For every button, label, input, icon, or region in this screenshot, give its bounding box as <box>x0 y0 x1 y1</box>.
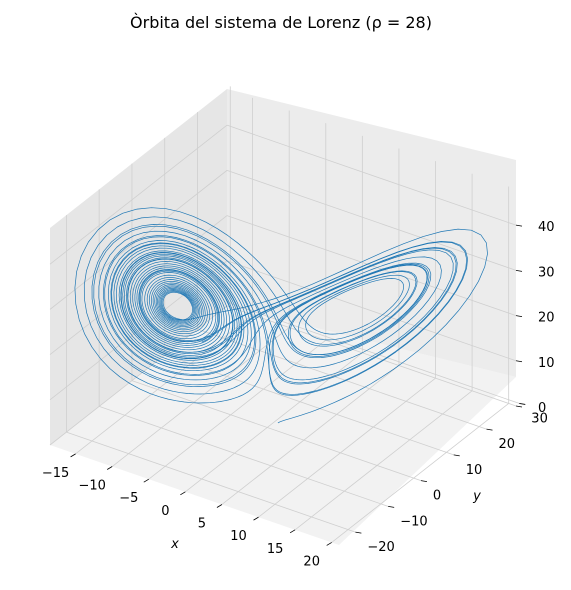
left-gridline-z <box>49 215 228 355</box>
tick-mark <box>515 315 523 317</box>
trajectory-segment <box>91 224 425 387</box>
trajectory-segment <box>157 228 488 424</box>
floor-gridline-y <box>131 380 422 482</box>
floor-gridline-y <box>164 354 454 456</box>
y-axis-label: y <box>472 489 481 504</box>
tick-label: −15 <box>42 466 69 481</box>
tick-label: 20 <box>499 437 516 452</box>
tick-mark <box>253 516 259 521</box>
tick-mark <box>106 466 113 470</box>
tick-label: 10 <box>538 356 555 371</box>
tick-mark <box>326 542 332 546</box>
x-axis-label: x <box>170 537 179 552</box>
tick-mark <box>515 360 523 363</box>
tick-label: 15 <box>267 542 284 557</box>
tick-mark <box>453 454 460 457</box>
floor-gridline-y <box>66 431 356 533</box>
tick-label: 10 <box>230 529 247 544</box>
lorenz-trajectory <box>74 207 488 424</box>
tick-label: 30 <box>538 265 555 280</box>
left-gridline-z <box>49 305 228 446</box>
trajectory-segment <box>102 235 458 385</box>
tick-label: 20 <box>303 555 320 570</box>
tick-mark <box>515 269 523 272</box>
tick-label: 0 <box>161 504 169 519</box>
tick-mark <box>519 403 526 405</box>
back-gridline-z <box>226 169 517 271</box>
chart-title: Òrbita del sistema de Lorenz (ρ = 28) <box>130 13 432 32</box>
tick-label: −5 <box>119 491 138 506</box>
tick-label: 20 <box>538 311 555 326</box>
trajectory-segment <box>146 277 208 335</box>
trajectory-segment <box>124 255 237 356</box>
tick-mark <box>70 453 76 458</box>
tick-label: 0 <box>433 489 441 504</box>
left-gridline-z <box>49 124 228 265</box>
tick-label: −20 <box>367 540 394 555</box>
tick-label: 40 <box>538 220 555 235</box>
trajectory-segment <box>113 220 454 381</box>
trajectory-segment <box>98 230 468 395</box>
tick-mark <box>486 428 493 431</box>
tick-mark <box>289 529 296 534</box>
tick-mark <box>420 480 428 483</box>
tick-mark <box>216 504 223 508</box>
trajectory-segment <box>136 241 468 396</box>
tick-mark <box>355 531 362 534</box>
trajectory-segment <box>74 207 432 404</box>
tick-label: −10 <box>400 514 427 529</box>
trajectory-segment <box>83 216 457 395</box>
tick-label: 0 <box>538 401 546 416</box>
back-gridline-z <box>226 124 517 226</box>
tick-label: 30 <box>531 411 548 426</box>
back-gridline-z <box>226 305 517 407</box>
tick-mark <box>180 491 186 496</box>
axes-panes <box>50 89 516 545</box>
left-gridline-z <box>49 170 228 310</box>
back-gridline-z <box>226 260 517 362</box>
tick-mark <box>515 224 523 227</box>
tick-mark <box>388 505 395 508</box>
tick-label: −10 <box>78 479 105 494</box>
floor-gridline-y <box>99 406 389 507</box>
tick-label: 10 <box>466 463 483 478</box>
tick-label: 5 <box>198 517 206 532</box>
tick-mark <box>143 478 149 483</box>
tick-mark <box>515 405 523 408</box>
